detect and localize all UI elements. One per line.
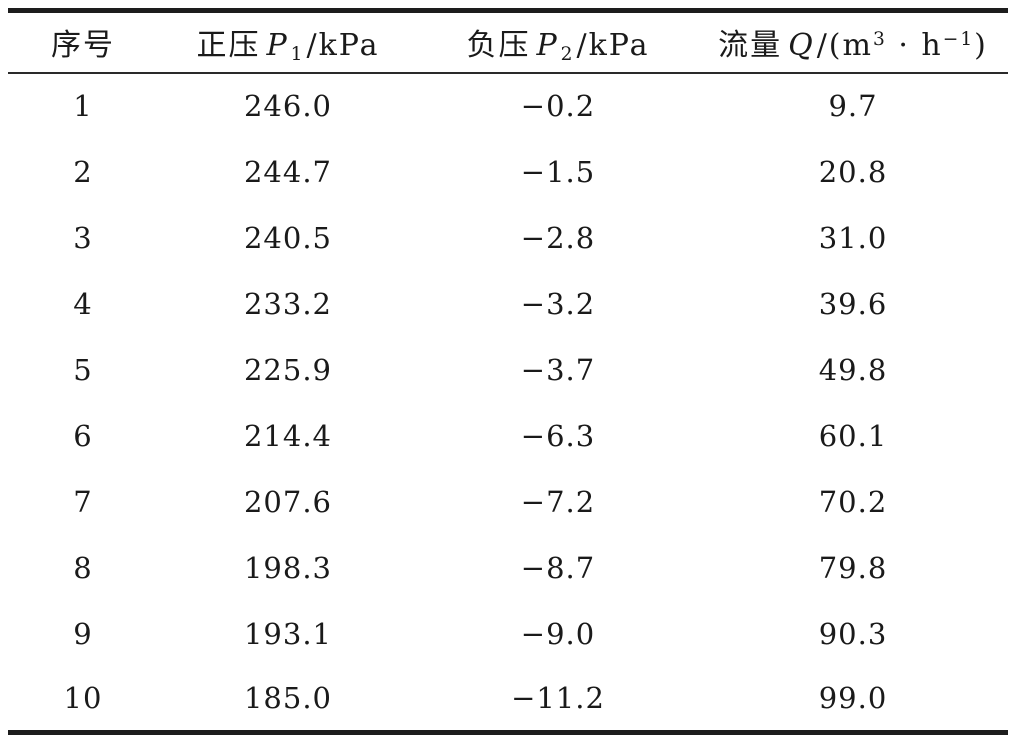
cell-negative-pressure: −1.5	[520, 154, 596, 189]
cell-negative-pressure: −8.7	[520, 550, 596, 585]
cell-flow-rate: 49.8	[818, 352, 888, 387]
header-label-segment: 流量	[718, 28, 783, 64]
column-header-flow-rate: 流量 Q/(m3 · h−1)	[698, 11, 1008, 73]
cell-negative-pressure: −3.7	[520, 352, 596, 387]
cell-negative-pressure: −7.2	[520, 484, 596, 519]
table-row: 4 233.2 −3.2 39.6	[8, 271, 1008, 337]
table-row: 8 198.3 −8.7 79.8	[8, 535, 1008, 601]
table-row: 5 225.9 −3.7 49.8	[8, 337, 1008, 403]
cell-serial: 1	[73, 89, 93, 123]
cell-flow-rate: 90.3	[818, 616, 888, 651]
cell-positive-pressure: 193.1	[243, 616, 333, 651]
header-label-segment: 正压	[196, 28, 261, 64]
cell-serial: 2	[73, 154, 93, 189]
cell-positive-pressure: 185.0	[243, 681, 333, 716]
table-row: 7 207.6 −7.2 70.2	[8, 469, 1008, 535]
header-label-segment: 序号	[51, 28, 115, 64]
cell-positive-pressure: 233.2	[243, 286, 333, 321]
header-label-segment: P	[536, 28, 559, 64]
header-label-segment: /kPa	[306, 28, 380, 64]
cell-serial: 9	[73, 616, 93, 651]
cell-negative-pressure: −3.2	[520, 286, 596, 321]
cell-positive-pressure: 198.3	[243, 550, 333, 585]
cell-positive-pressure: 207.6	[243, 484, 333, 519]
cell-positive-pressure: 214.4	[243, 418, 333, 453]
cell-serial: 3	[73, 220, 93, 255]
cell-serial: 10	[63, 681, 103, 716]
cell-serial: 5	[73, 352, 93, 387]
cell-flow-rate: 9.7	[828, 89, 878, 123]
cell-flow-rate: 70.2	[818, 484, 888, 519]
cell-serial: 6	[73, 418, 93, 453]
header-label-segment: /(m	[816, 28, 873, 64]
cell-flow-rate: 79.8	[818, 550, 888, 585]
cell-positive-pressure: 246.0	[243, 89, 333, 123]
table-row: 6 214.4 −6.3 60.1	[8, 403, 1008, 469]
cell-serial: 8	[73, 550, 93, 585]
pressure-flow-table: 序号 正压 P 1/kPa 负压 P 2/kPa 流量 Q/(m3 · h−1) 1 246.0−…	[8, 8, 1008, 735]
table-body: 1 246.0 −0.2 9.7 2 244.7 −1.5 20.8 3 240.5 −2.8 31.…	[8, 73, 1008, 733]
header-label-segment: )	[974, 28, 988, 64]
cell-serial: 4	[73, 286, 93, 321]
column-header-serial: 序号	[8, 11, 158, 73]
cell-flow-rate: 39.6	[818, 286, 888, 321]
table-row: 9 193.1 −9.0 90.3	[8, 601, 1008, 667]
header-label-segment: −1	[942, 29, 975, 51]
header-label-segment: · h	[886, 28, 943, 64]
cell-negative-pressure: −0.2	[520, 89, 596, 123]
header-row: 序号 正压 P 1/kPa 负压 P 2/kPa 流量 Q/(m3 · h−1)	[8, 11, 1008, 73]
cell-flow-rate: 60.1	[818, 418, 888, 453]
header-label-segment: /kPa	[576, 28, 650, 64]
cell-negative-pressure: −2.8	[520, 220, 596, 255]
header-label-segment: Q	[788, 28, 815, 64]
cell-flow-rate: 20.8	[818, 154, 888, 189]
cell-negative-pressure: −9.0	[520, 616, 596, 651]
header-label-segment: 1	[290, 43, 305, 65]
cell-positive-pressure: 225.9	[243, 352, 333, 387]
header-label-segment: P	[266, 28, 289, 64]
header-label-segment: 3	[872, 29, 887, 51]
cell-negative-pressure: −11.2	[511, 681, 605, 716]
column-header-negative-pressure: 负压 P 2/kPa	[418, 11, 698, 73]
cell-serial: 7	[73, 484, 93, 519]
cell-positive-pressure: 240.5	[243, 220, 333, 255]
cell-negative-pressure: −6.3	[520, 418, 596, 453]
column-header-positive-pressure: 正压 P 1/kPa	[158, 11, 418, 73]
header-label-segment: 2	[560, 43, 575, 65]
cell-positive-pressure: 244.7	[243, 154, 333, 189]
table-row: 10 185.0 −11.2 99.0	[8, 667, 1008, 733]
cell-flow-rate: 99.0	[818, 681, 888, 716]
table-row: 1 246.0 −0.2 9.7	[8, 73, 1008, 139]
header-label-segment: 负压	[466, 28, 531, 64]
table-row: 3 240.5 −2.8 31.0	[8, 205, 1008, 271]
table-header: 序号 正压 P 1/kPa 负压 P 2/kPa 流量 Q/(m3 · h−1)	[8, 11, 1008, 73]
table-row: 2 244.7 −1.5 20.8	[8, 139, 1008, 205]
cell-flow-rate: 31.0	[818, 220, 888, 255]
